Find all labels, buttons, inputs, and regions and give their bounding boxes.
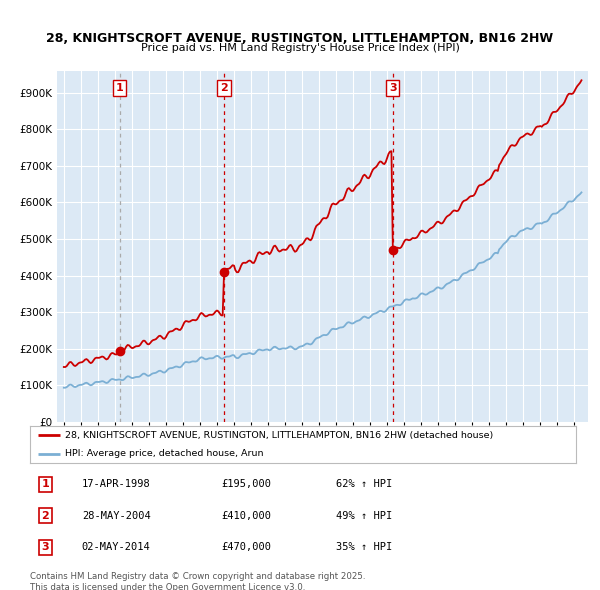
Text: 1: 1 (41, 479, 49, 489)
Text: 2: 2 (220, 83, 228, 93)
Text: 02-MAY-2014: 02-MAY-2014 (82, 542, 151, 552)
Text: 1: 1 (116, 83, 124, 93)
Text: £410,000: £410,000 (221, 511, 271, 520)
Text: HPI: Average price, detached house, Arun: HPI: Average price, detached house, Arun (65, 450, 264, 458)
Text: 35% ↑ HPI: 35% ↑ HPI (336, 542, 392, 552)
Text: 28-MAY-2004: 28-MAY-2004 (82, 511, 151, 520)
Text: 28, KNIGHTSCROFT AVENUE, RUSTINGTON, LITTLEHAMPTON, BN16 2HW (detached house): 28, KNIGHTSCROFT AVENUE, RUSTINGTON, LIT… (65, 431, 494, 440)
Text: £470,000: £470,000 (221, 542, 271, 552)
Text: 3: 3 (389, 83, 397, 93)
Text: 3: 3 (41, 542, 49, 552)
Text: Price paid vs. HM Land Registry's House Price Index (HPI): Price paid vs. HM Land Registry's House … (140, 44, 460, 53)
Text: 2: 2 (41, 511, 49, 520)
Text: 17-APR-1998: 17-APR-1998 (82, 479, 151, 489)
Text: £195,000: £195,000 (221, 479, 271, 489)
Text: Contains HM Land Registry data © Crown copyright and database right 2025.
This d: Contains HM Land Registry data © Crown c… (30, 572, 365, 590)
Text: 62% ↑ HPI: 62% ↑ HPI (336, 479, 392, 489)
Text: 28, KNIGHTSCROFT AVENUE, RUSTINGTON, LITTLEHAMPTON, BN16 2HW: 28, KNIGHTSCROFT AVENUE, RUSTINGTON, LIT… (46, 32, 554, 45)
Text: 49% ↑ HPI: 49% ↑ HPI (336, 511, 392, 520)
